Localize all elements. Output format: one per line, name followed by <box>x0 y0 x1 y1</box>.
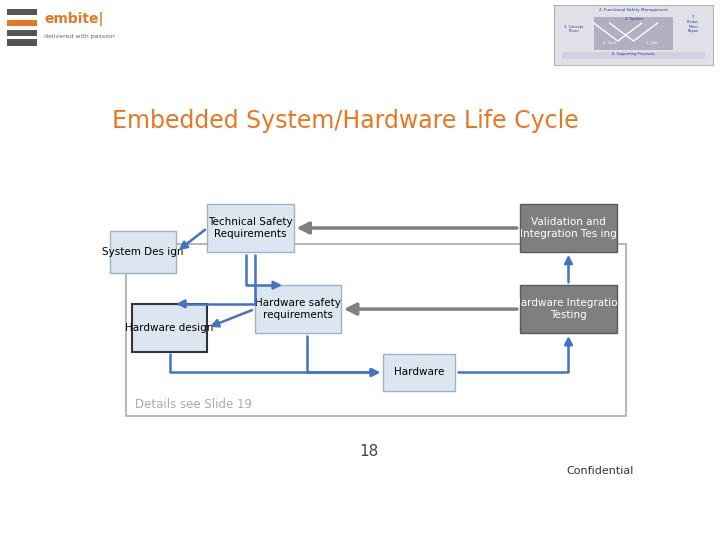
Bar <box>594 17 673 50</box>
Bar <box>7 30 37 36</box>
Bar <box>126 244 626 416</box>
Text: Hardware: Hardware <box>394 368 444 377</box>
Bar <box>255 285 341 333</box>
Text: Embedded System/Hardware Life Cycle: Embedded System/Hardware Life Cycle <box>112 109 579 133</box>
Text: System Des ign: System Des ign <box>102 247 184 257</box>
Text: 4. System: 4. System <box>625 17 642 21</box>
Bar <box>520 285 617 333</box>
Text: delivered with passion: delivered with passion <box>44 35 114 39</box>
Text: 8. Supporting Processes: 8. Supporting Processes <box>612 52 655 56</box>
Bar <box>109 231 176 273</box>
Text: 6. Hard.: 6. Hard. <box>603 41 617 45</box>
Text: Details see Slide 19: Details see Slide 19 <box>135 398 252 411</box>
Text: 3. Concept
Phase: 3. Concept Phase <box>564 24 583 33</box>
Text: Validation and
Integration Tes ing: Validation and Integration Tes ing <box>520 217 617 239</box>
Text: Hardware safety
requirements: Hardware safety requirements <box>255 298 341 320</box>
Bar <box>7 9 37 15</box>
Text: 7.
Produc.
Maint.
Repair: 7. Produc. Maint. Repair <box>687 15 701 33</box>
Bar <box>7 20 37 26</box>
Text: Technical Safety
Requirements: Technical Safety Requirements <box>208 217 293 239</box>
Text: Confidential: Confidential <box>567 467 634 476</box>
Text: 5. Soft.: 5. Soft. <box>646 41 659 45</box>
Bar <box>562 52 705 59</box>
Bar <box>520 204 617 252</box>
Bar <box>207 204 294 252</box>
Bar <box>132 304 207 352</box>
Bar <box>7 39 37 46</box>
Bar <box>383 354 456 391</box>
Text: Hardware Integration
Testing: Hardware Integration Testing <box>513 298 624 320</box>
Text: Hardware design: Hardware design <box>125 323 214 333</box>
Text: 18: 18 <box>359 444 379 459</box>
Text: 2. Functional Safety Management: 2. Functional Safety Management <box>599 8 668 12</box>
Text: embite|: embite| <box>44 12 104 26</box>
